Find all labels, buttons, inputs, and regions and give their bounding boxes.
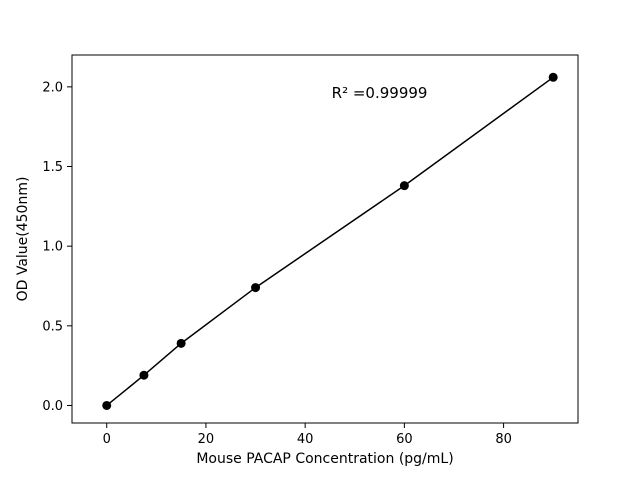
y-tick-label: 0.5 [42, 319, 63, 334]
data-point [139, 370, 149, 380]
x-tick-label: 20 [198, 432, 215, 447]
r-squared-annotation: R² =0.99999 [332, 84, 428, 102]
fit-line [106, 76, 554, 407]
plot-area-border [71, 54, 579, 424]
data-point [102, 400, 112, 410]
y-axis-label: OD Value(450nm) [15, 177, 31, 302]
data-point [399, 181, 409, 191]
x-tick-label: 40 [297, 432, 314, 447]
y-tick-label: 1.0 [42, 240, 63, 255]
x-tick-label: 0 [103, 432, 111, 447]
data-point [251, 283, 261, 293]
y-tick-label: 0.0 [42, 399, 63, 414]
x-tick-label: 80 [495, 432, 512, 447]
y-tick-label: 2.0 [42, 80, 63, 95]
x-axis-label: Mouse PACAP Concentration (pg/mL) [196, 451, 453, 467]
y-tick-label: 1.5 [42, 160, 63, 175]
data-point [548, 72, 558, 82]
data-point [176, 338, 186, 348]
x-tick-label: 60 [396, 432, 413, 447]
